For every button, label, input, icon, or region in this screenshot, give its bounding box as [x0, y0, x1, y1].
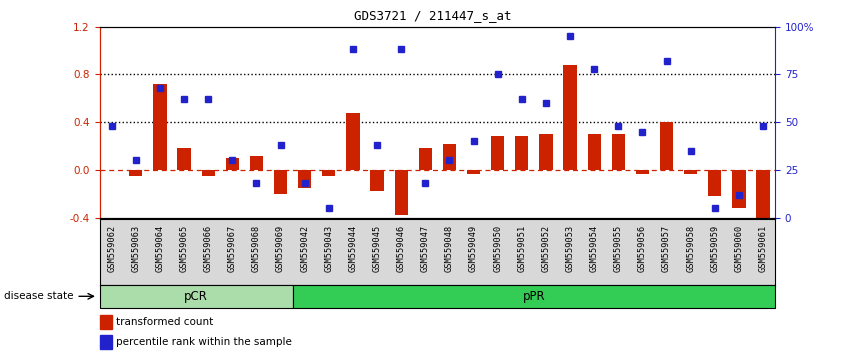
- Bar: [100, 315, 112, 329]
- Text: GSM559055: GSM559055: [614, 225, 623, 272]
- Bar: [346, 113, 359, 170]
- Text: GSM559061: GSM559061: [759, 225, 767, 272]
- Bar: [100, 335, 112, 348]
- Bar: [636, 170, 649, 173]
- Bar: [274, 170, 288, 194]
- Text: GSM559058: GSM559058: [686, 225, 695, 272]
- Bar: [708, 170, 721, 196]
- Bar: [153, 84, 166, 170]
- Text: pCR: pCR: [184, 290, 208, 303]
- Text: disease state: disease state: [4, 291, 74, 301]
- Bar: [756, 170, 770, 236]
- Text: GSM559069: GSM559069: [276, 225, 285, 272]
- Bar: [178, 148, 191, 170]
- Bar: [371, 170, 384, 192]
- Bar: [587, 134, 601, 170]
- Text: GSM559051: GSM559051: [517, 225, 527, 272]
- Bar: [129, 170, 142, 176]
- Bar: [298, 170, 311, 188]
- Bar: [611, 134, 625, 170]
- Text: GSM559063: GSM559063: [132, 225, 140, 272]
- Bar: [322, 170, 335, 176]
- Text: GSM559050: GSM559050: [493, 225, 502, 272]
- Bar: [733, 170, 746, 208]
- Text: GSM559047: GSM559047: [421, 225, 430, 272]
- Bar: [540, 134, 553, 170]
- Bar: [467, 170, 480, 173]
- Text: pPR: pPR: [522, 290, 545, 303]
- Bar: [491, 137, 504, 170]
- Text: GSM559056: GSM559056: [638, 225, 647, 272]
- Text: GSM559042: GSM559042: [301, 225, 309, 272]
- Text: GSM559067: GSM559067: [228, 225, 236, 272]
- Text: GSM559068: GSM559068: [252, 225, 261, 272]
- Bar: [249, 156, 263, 170]
- Bar: [684, 170, 697, 173]
- Text: GSM559054: GSM559054: [590, 225, 598, 272]
- Bar: [515, 137, 528, 170]
- Text: GSM559053: GSM559053: [565, 225, 574, 272]
- Text: GSM559043: GSM559043: [324, 225, 333, 272]
- Bar: [202, 170, 215, 176]
- Bar: [100, 285, 293, 308]
- Text: percentile rank within the sample: percentile rank within the sample: [116, 337, 293, 347]
- Text: GSM559045: GSM559045: [372, 225, 382, 272]
- Bar: [564, 65, 577, 170]
- Text: GSM559064: GSM559064: [155, 225, 165, 272]
- Text: GDS3721 / 211447_s_at: GDS3721 / 211447_s_at: [354, 9, 512, 22]
- Text: GSM559065: GSM559065: [179, 225, 189, 272]
- Text: GSM559044: GSM559044: [348, 225, 358, 272]
- Text: GSM559052: GSM559052: [541, 225, 551, 272]
- Text: GSM559048: GSM559048: [445, 225, 454, 272]
- Text: GSM559057: GSM559057: [662, 225, 671, 272]
- Bar: [293, 285, 775, 308]
- Text: GSM559060: GSM559060: [734, 225, 743, 272]
- Text: GSM559046: GSM559046: [397, 225, 405, 272]
- Bar: [395, 170, 408, 215]
- Bar: [443, 144, 456, 170]
- Bar: [226, 158, 239, 170]
- Bar: [418, 148, 432, 170]
- Text: GSM559062: GSM559062: [107, 225, 116, 272]
- Text: GSM559049: GSM559049: [469, 225, 478, 272]
- Bar: [660, 122, 673, 170]
- Text: GSM559059: GSM559059: [710, 225, 720, 272]
- Text: transformed count: transformed count: [116, 318, 214, 327]
- Text: GSM559066: GSM559066: [204, 225, 213, 272]
